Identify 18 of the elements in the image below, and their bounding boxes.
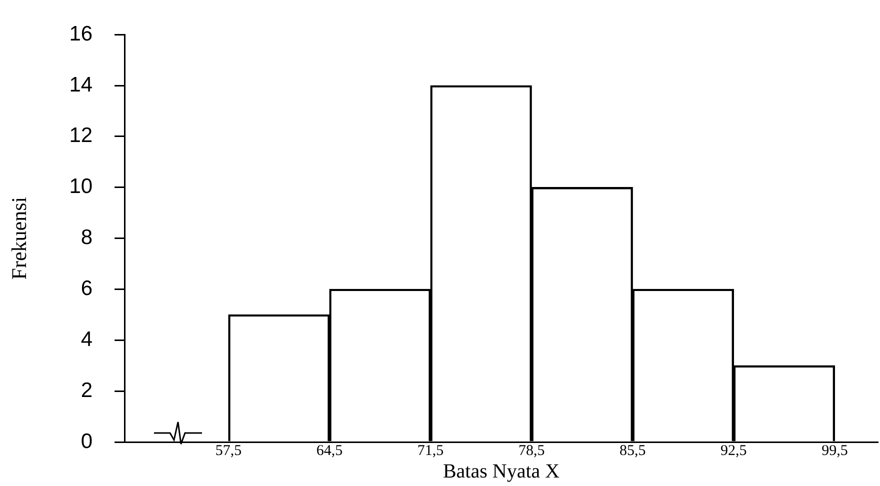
x-tick-label: 71,5 xyxy=(417,442,444,459)
y-tick-label: 6 xyxy=(80,277,93,300)
y-tick-label: 14 xyxy=(69,73,93,96)
y-tick-label: 8 xyxy=(80,226,93,250)
y-tick-label: 16 xyxy=(69,22,93,46)
y-tick-label: 0 xyxy=(80,430,93,453)
y-tick-label: 2 xyxy=(80,378,93,402)
x-tick-label: 99,5 xyxy=(822,442,848,459)
x-tick-label: 64,5 xyxy=(316,442,343,459)
y-tick-label: 10 xyxy=(69,175,93,198)
y-axis-title: Frekuensi xyxy=(7,196,32,280)
x-tick-label: 57,5 xyxy=(215,442,242,459)
y-tick-label: 4 xyxy=(80,328,93,351)
x-tick-label: 92,5 xyxy=(720,442,747,459)
x-axis-title: Batas Nyata X xyxy=(442,460,560,482)
x-tick-label: 78,5 xyxy=(518,442,545,459)
x-tick-label: 85,5 xyxy=(620,442,646,459)
y-tick-label: 12 xyxy=(69,124,93,148)
